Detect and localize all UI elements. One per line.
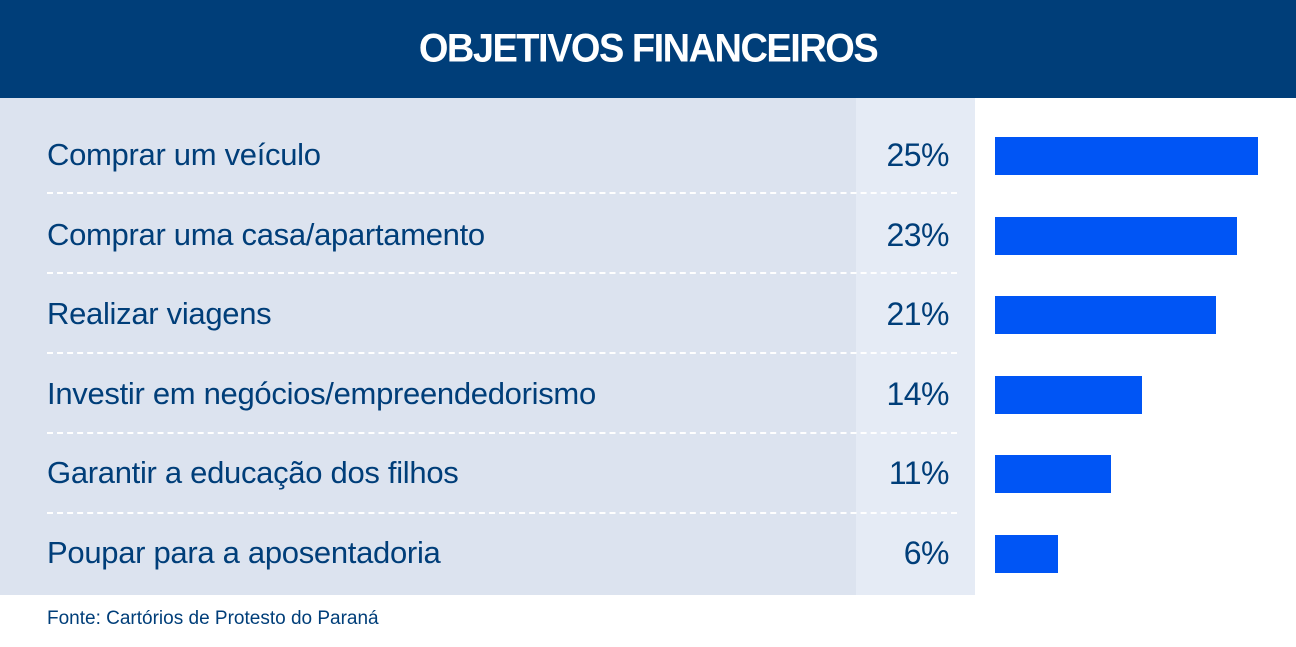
row-divider <box>47 192 957 194</box>
row-divider <box>47 272 957 274</box>
bar <box>995 455 1111 493</box>
chart-title: OBJETIVOS FINANCEIROS <box>418 26 879 71</box>
chart-row: Garantir a educação dos filhos 11% <box>0 434 1296 514</box>
row-label: Garantir a educação dos filhos <box>47 455 459 490</box>
bar <box>995 534 1059 573</box>
row-label: Poupar para a aposentadoria <box>47 534 441 570</box>
row-label: Investir em negócios/empreendedorismo <box>47 375 596 411</box>
chart-row: Realizar viagens 21% <box>0 275 1296 355</box>
source-note: Fonte: Cartórios de Protesto do Paraná <box>47 608 379 629</box>
bar <box>995 375 1143 414</box>
chart-row: Investir em negócios/empreendedorismo 14… <box>0 355 1296 435</box>
row-percentage: 11% <box>888 455 950 491</box>
row-percentage: 23% <box>886 216 949 253</box>
chart-row: Comprar uma casa/apartamento 23% <box>0 196 1296 276</box>
row-label: Realizar viagens <box>47 296 272 331</box>
row-divider <box>47 352 957 354</box>
row-divider <box>47 512 957 514</box>
row-percentage: 25% <box>886 137 949 173</box>
bar <box>995 216 1237 255</box>
bar <box>995 296 1216 334</box>
chart-row: Poupar para a aposentadoria 6% <box>0 514 1296 594</box>
chart-row: Comprar um veículo 25% <box>0 116 1296 196</box>
row-percentage: 6% <box>903 534 950 571</box>
bar <box>995 137 1258 175</box>
row-divider <box>47 432 957 434</box>
row-label: Comprar uma casa/apartamento <box>47 216 485 252</box>
row-percentage: 21% <box>886 296 949 332</box>
row-percentage: 14% <box>886 375 949 412</box>
row-label: Comprar um veículo <box>47 137 321 172</box>
chart-header: OBJETIVOS FINANCEIROS <box>0 0 1296 98</box>
